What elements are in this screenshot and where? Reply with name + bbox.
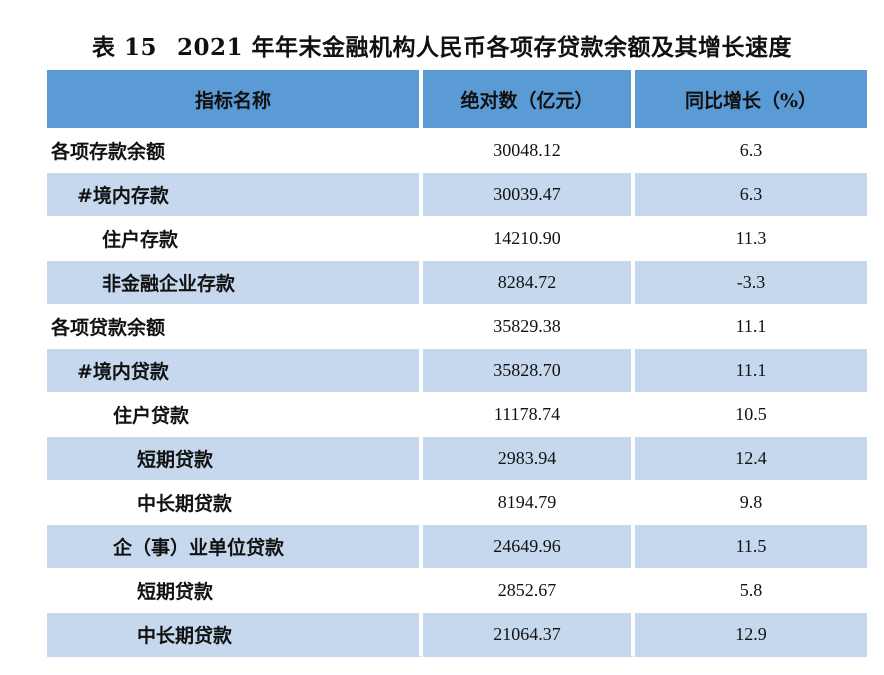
row-absolute: 30048.12 <box>423 129 635 173</box>
row-growth: 6.3 <box>635 173 867 217</box>
header-absolute-value: 绝对数（亿元） <box>423 70 635 129</box>
table-title-text: 2021 年年末金融机构人民币各项存贷款余额及其增长速度 <box>176 34 793 61</box>
table-row: 短期贷款 2852.67 5.8 <box>47 569 867 613</box>
table-header-row: 指标名称 绝对数（亿元） 同比增长（%） <box>47 70 867 129</box>
row-name: 住户存款 <box>47 217 423 261</box>
table-row: #境内存款 30039.47 6.3 <box>47 173 867 217</box>
row-growth: 11.1 <box>635 349 867 393</box>
table-row: 住户贷款 11178.74 10.5 <box>47 393 867 437</box>
table-title: 表 15 2021 年年末金融机构人民币各项存贷款余额及其增长速度 <box>0 28 884 62</box>
row-growth: 12.4 <box>635 437 867 481</box>
table-row: 短期贷款 2983.94 12.4 <box>47 437 867 481</box>
row-name: 各项存款余额 <box>47 129 423 173</box>
row-name: #境内贷款 <box>47 349 423 393</box>
row-absolute: 35828.70 <box>423 349 635 393</box>
row-absolute: 8194.79 <box>423 481 635 525</box>
row-absolute: 8284.72 <box>423 261 635 305</box>
row-growth: 5.8 <box>635 569 867 613</box>
row-growth: -3.3 <box>635 261 867 305</box>
header-growth-rate: 同比增长（%） <box>635 70 867 129</box>
row-name: 企（事）业单位贷款 <box>47 525 423 569</box>
row-growth: 6.3 <box>635 129 867 173</box>
table-row: 中长期贷款 8194.79 9.8 <box>47 481 867 525</box>
table-number: 表 15 <box>91 34 157 61</box>
table-row: 各项贷款余额 35829.38 11.1 <box>47 305 867 349</box>
row-growth: 10.5 <box>635 393 867 437</box>
table-row: 各项存款余额 30048.12 6.3 <box>47 129 867 173</box>
row-growth: 11.3 <box>635 217 867 261</box>
row-name: 非金融企业存款 <box>47 261 423 305</box>
table-row: 中长期贷款 21064.37 12.9 <box>47 613 867 657</box>
row-absolute: 21064.37 <box>423 613 635 657</box>
row-name: 中长期贷款 <box>47 613 423 657</box>
row-absolute: 2983.94 <box>423 437 635 481</box>
row-name: 短期贷款 <box>47 437 423 481</box>
row-name: 中长期贷款 <box>47 481 423 525</box>
header-indicator-name: 指标名称 <box>47 70 423 129</box>
row-growth: 11.1 <box>635 305 867 349</box>
row-name: 住户贷款 <box>47 393 423 437</box>
row-name: 短期贷款 <box>47 569 423 613</box>
row-growth: 9.8 <box>635 481 867 525</box>
row-growth: 11.5 <box>635 525 867 569</box>
row-absolute: 35829.38 <box>423 305 635 349</box>
row-name: 各项贷款余额 <box>47 305 423 349</box>
row-name: #境内存款 <box>47 173 423 217</box>
row-absolute: 2852.67 <box>423 569 635 613</box>
row-absolute: 11178.74 <box>423 393 635 437</box>
table-row: 非金融企业存款 8284.72 -3.3 <box>47 261 867 305</box>
table-row: #境内贷款 35828.70 11.1 <box>47 349 867 393</box>
row-absolute: 24649.96 <box>423 525 635 569</box>
table-row: 住户存款 14210.90 11.3 <box>47 217 867 261</box>
row-growth: 12.9 <box>635 613 867 657</box>
deposit-loan-table: 指标名称 绝对数（亿元） 同比增长（%） 各项存款余额 30048.12 6.3… <box>47 70 867 657</box>
table-row: 企（事）业单位贷款 24649.96 11.5 <box>47 525 867 569</box>
row-absolute: 14210.90 <box>423 217 635 261</box>
row-absolute: 30039.47 <box>423 173 635 217</box>
